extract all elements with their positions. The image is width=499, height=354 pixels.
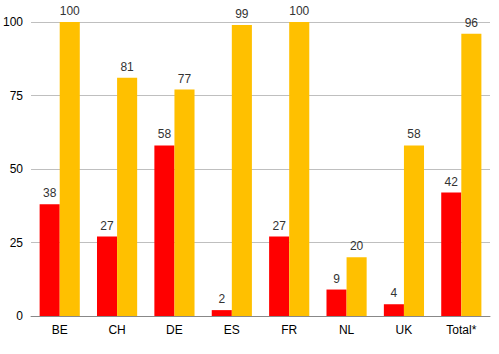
svg-text:UK: UK xyxy=(396,323,413,337)
svg-text:96: 96 xyxy=(465,16,479,30)
svg-text:42: 42 xyxy=(445,175,459,189)
svg-text:58: 58 xyxy=(407,127,421,141)
svg-text:CH: CH xyxy=(108,323,125,337)
svg-text:50: 50 xyxy=(10,162,24,176)
svg-text:0: 0 xyxy=(16,309,23,323)
svg-text:100: 100 xyxy=(3,15,23,29)
svg-text:FR: FR xyxy=(281,323,297,337)
svg-text:Total*: Total* xyxy=(446,323,476,337)
svg-text:2: 2 xyxy=(218,292,225,306)
svg-text:BE: BE xyxy=(52,323,68,337)
svg-text:58: 58 xyxy=(158,127,172,141)
svg-text:38: 38 xyxy=(43,186,57,200)
svg-text:DE: DE xyxy=(166,323,183,337)
svg-text:25: 25 xyxy=(10,236,24,250)
svg-text:81: 81 xyxy=(120,60,134,74)
svg-text:NL: NL xyxy=(339,323,355,337)
svg-text:99: 99 xyxy=(235,7,249,21)
svg-text:20: 20 xyxy=(350,239,364,253)
svg-text:77: 77 xyxy=(178,72,192,86)
svg-text:100: 100 xyxy=(60,4,80,18)
svg-text:27: 27 xyxy=(100,219,114,233)
svg-text:ES: ES xyxy=(224,323,240,337)
svg-text:9: 9 xyxy=(333,272,340,286)
svg-text:75: 75 xyxy=(10,89,24,103)
svg-text:4: 4 xyxy=(391,286,398,300)
svg-text:100: 100 xyxy=(289,4,309,18)
svg-text:27: 27 xyxy=(272,219,286,233)
